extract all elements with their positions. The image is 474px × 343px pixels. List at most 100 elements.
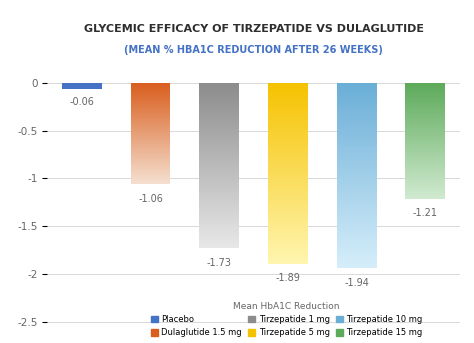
Bar bbox=[337, 136, 377, 137]
Bar bbox=[337, 167, 377, 168]
Bar bbox=[268, 150, 308, 152]
Bar bbox=[199, 94, 239, 95]
Bar bbox=[199, 87, 239, 88]
Bar bbox=[405, 147, 446, 148]
Bar bbox=[337, 255, 377, 256]
Bar bbox=[268, 207, 308, 208]
Bar bbox=[199, 148, 239, 149]
Bar bbox=[199, 225, 239, 226]
Bar bbox=[199, 201, 239, 202]
Bar bbox=[268, 238, 308, 239]
Bar bbox=[130, 164, 171, 165]
Bar bbox=[268, 201, 308, 202]
Bar bbox=[337, 226, 377, 227]
Bar bbox=[337, 249, 377, 250]
Bar bbox=[268, 153, 308, 154]
Bar bbox=[199, 116, 239, 117]
Bar bbox=[199, 168, 239, 169]
Bar bbox=[405, 188, 446, 189]
Bar bbox=[268, 219, 308, 220]
Bar bbox=[130, 132, 171, 133]
Bar bbox=[199, 200, 239, 201]
Bar bbox=[337, 221, 377, 223]
Bar bbox=[199, 193, 239, 194]
Bar bbox=[199, 105, 239, 106]
Bar bbox=[268, 173, 308, 175]
Bar bbox=[337, 121, 377, 122]
Bar bbox=[337, 159, 377, 161]
Bar bbox=[337, 161, 377, 162]
Bar bbox=[199, 109, 239, 110]
Bar bbox=[337, 208, 377, 209]
Bar bbox=[268, 166, 308, 167]
Bar bbox=[268, 176, 308, 177]
Bar bbox=[337, 102, 377, 103]
Bar bbox=[337, 118, 377, 119]
Bar bbox=[268, 154, 308, 155]
Bar bbox=[199, 83, 239, 84]
Bar bbox=[268, 149, 308, 150]
Bar bbox=[268, 83, 308, 84]
Bar bbox=[130, 125, 171, 126]
Bar bbox=[268, 171, 308, 172]
Bar bbox=[130, 147, 171, 148]
Bar bbox=[337, 143, 377, 145]
Bar bbox=[337, 126, 377, 127]
Bar bbox=[268, 128, 308, 129]
Bar bbox=[268, 162, 308, 164]
Bar bbox=[199, 182, 239, 183]
Bar bbox=[337, 171, 377, 172]
Bar bbox=[199, 119, 239, 120]
Bar bbox=[130, 165, 171, 166]
Bar bbox=[268, 88, 308, 89]
Bar bbox=[405, 86, 446, 87]
Bar bbox=[405, 133, 446, 134]
Bar bbox=[199, 172, 239, 173]
Bar bbox=[337, 132, 377, 134]
Bar bbox=[268, 220, 308, 221]
Text: -0.06: -0.06 bbox=[69, 97, 94, 107]
Bar bbox=[268, 243, 308, 244]
Bar bbox=[337, 174, 377, 176]
Bar bbox=[405, 94, 446, 95]
Bar bbox=[405, 131, 446, 132]
Text: -1.89: -1.89 bbox=[275, 273, 301, 283]
Bar bbox=[199, 170, 239, 171]
Bar bbox=[337, 209, 377, 210]
Bar bbox=[268, 133, 308, 135]
Bar bbox=[268, 247, 308, 248]
Bar bbox=[337, 98, 377, 99]
Bar bbox=[130, 160, 171, 161]
Bar bbox=[130, 102, 171, 103]
Bar bbox=[337, 105, 377, 106]
Bar bbox=[268, 258, 308, 259]
Bar bbox=[199, 85, 239, 86]
Bar bbox=[199, 216, 239, 217]
Bar bbox=[130, 153, 171, 154]
Bar bbox=[268, 160, 308, 161]
Bar bbox=[337, 156, 377, 157]
Bar bbox=[268, 261, 308, 262]
Bar bbox=[268, 221, 308, 223]
Bar bbox=[337, 163, 377, 165]
Bar bbox=[130, 173, 171, 174]
Bar bbox=[199, 136, 239, 137]
Bar bbox=[337, 267, 377, 268]
Bar bbox=[130, 163, 171, 164]
Bar bbox=[130, 95, 171, 96]
Bar bbox=[337, 223, 377, 224]
Bar bbox=[130, 152, 171, 153]
Bar bbox=[199, 162, 239, 163]
Bar bbox=[268, 175, 308, 176]
Bar bbox=[337, 252, 377, 253]
Bar bbox=[130, 142, 171, 143]
Bar bbox=[199, 187, 239, 188]
Bar bbox=[130, 176, 171, 177]
Bar bbox=[405, 138, 446, 139]
Bar bbox=[199, 114, 239, 115]
Bar bbox=[199, 171, 239, 172]
Bar bbox=[130, 113, 171, 114]
Bar bbox=[337, 230, 377, 231]
Bar bbox=[405, 191, 446, 192]
Bar bbox=[337, 146, 377, 147]
